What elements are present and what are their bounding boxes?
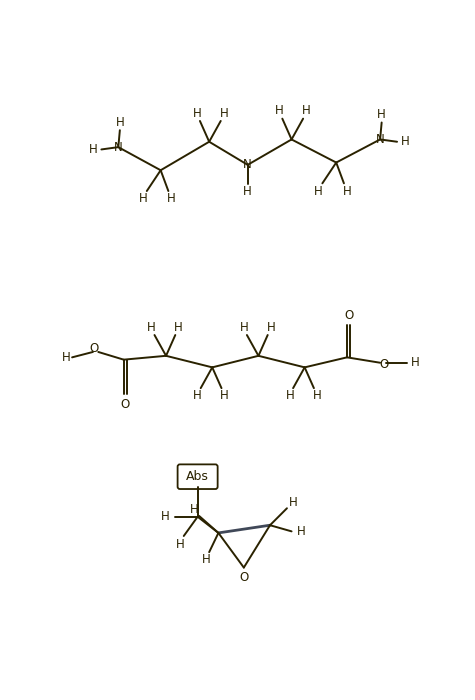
- Text: Abs: Abs: [186, 470, 209, 483]
- Text: H: H: [62, 351, 70, 364]
- Text: O: O: [239, 571, 248, 584]
- Text: H: H: [192, 107, 201, 120]
- Text: N: N: [243, 158, 252, 172]
- Text: H: H: [202, 554, 210, 566]
- Text: H: H: [342, 185, 352, 197]
- Text: H: H: [115, 116, 124, 129]
- Text: H: H: [174, 321, 183, 334]
- Text: H: H: [266, 321, 275, 334]
- Text: O: O: [380, 358, 389, 371]
- Text: H: H: [88, 143, 97, 156]
- Text: H: H: [285, 389, 294, 402]
- Text: H: H: [193, 389, 202, 402]
- Text: H: H: [296, 525, 305, 538]
- Text: H: H: [275, 104, 284, 118]
- Text: H: H: [401, 135, 410, 148]
- Text: O: O: [344, 309, 353, 322]
- Text: H: H: [167, 193, 176, 205]
- Text: O: O: [90, 342, 99, 355]
- Text: H: H: [377, 108, 386, 121]
- Text: H: H: [302, 104, 311, 118]
- Text: H: H: [220, 389, 229, 402]
- Text: O: O: [121, 398, 130, 411]
- Text: N: N: [114, 141, 123, 153]
- Text: H: H: [219, 107, 228, 120]
- Text: N: N: [376, 133, 384, 146]
- Text: H: H: [161, 510, 170, 523]
- Text: H: H: [239, 321, 248, 334]
- Text: H: H: [190, 503, 198, 517]
- Text: H: H: [410, 356, 419, 369]
- Text: H: H: [289, 496, 297, 509]
- Text: H: H: [243, 186, 252, 198]
- Text: H: H: [139, 193, 147, 205]
- Text: H: H: [314, 185, 323, 197]
- Text: H: H: [313, 389, 322, 402]
- FancyBboxPatch shape: [178, 464, 218, 489]
- Text: H: H: [147, 321, 156, 334]
- Text: H: H: [176, 538, 184, 551]
